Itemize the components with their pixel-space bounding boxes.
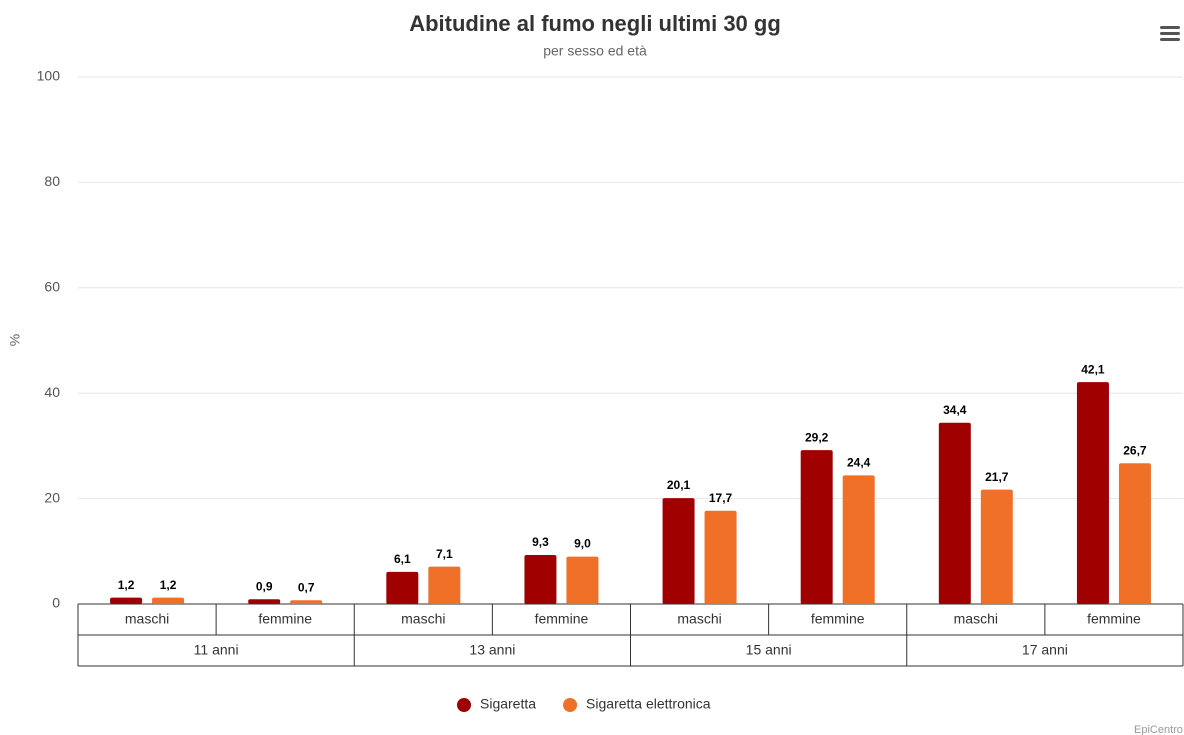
- value-label: 21,7: [985, 470, 1009, 484]
- bar: [1118, 463, 1151, 604]
- x-tick-label: maschi: [677, 611, 721, 627]
- chart-title: Abitudine al fumo negli ultimi 30 gg: [409, 11, 781, 36]
- legend-label: Sigaretta elettronica: [586, 696, 711, 712]
- value-label: 24,4: [847, 456, 871, 470]
- x-group-label: 13 anni: [469, 642, 515, 658]
- bar: [110, 597, 143, 604]
- x-tick-label: femmine: [258, 611, 312, 627]
- value-label: 0,9: [256, 579, 273, 593]
- value-label: 6,1: [394, 552, 411, 566]
- y-tick-label: 100: [37, 68, 61, 84]
- value-label: 20,1: [667, 478, 691, 492]
- menu-icon-bar: [1160, 38, 1180, 41]
- y-tick-label: 80: [44, 173, 60, 189]
- legend-marker: [563, 698, 578, 712]
- menu-icon-bar: [1160, 32, 1180, 35]
- credits: EpiCentro: [1134, 724, 1183, 735]
- bar: [1076, 382, 1109, 604]
- bar: [566, 556, 599, 604]
- x-tick-label: femmine: [1087, 611, 1141, 627]
- x-tick-label: maschi: [401, 611, 445, 627]
- value-label: 17,7: [709, 491, 733, 505]
- value-label: 0,7: [298, 580, 315, 594]
- value-label: 42,1: [1081, 362, 1105, 376]
- menu-icon-bar: [1160, 26, 1180, 29]
- bar: [704, 510, 737, 604]
- chart-subtitle: per sesso ed età: [543, 43, 647, 59]
- bar: [980, 489, 1013, 604]
- legend-marker: [457, 698, 471, 712]
- x-tick-label: maschi: [954, 611, 998, 627]
- menu-button[interactable]: [1158, 24, 1182, 44]
- x-tick-label: femmine: [811, 611, 865, 627]
- bar: [428, 566, 461, 604]
- value-label: 34,4: [943, 403, 967, 417]
- bar: [248, 599, 281, 604]
- bar: [662, 498, 695, 604]
- bar: [290, 600, 323, 604]
- bar: [386, 571, 419, 604]
- value-label: 1,2: [118, 578, 135, 592]
- bar: [938, 422, 971, 604]
- value-label: 26,7: [1123, 443, 1147, 457]
- x-tick-label: maschi: [125, 611, 169, 627]
- y-tick-label: 0: [52, 595, 60, 611]
- y-axis-label: %: [7, 334, 23, 346]
- bar: [524, 554, 557, 604]
- value-label: 9,3: [532, 535, 549, 549]
- value-label: 1,2: [160, 578, 177, 592]
- value-label: 7,1: [436, 547, 453, 561]
- x-tick-label: femmine: [535, 611, 589, 627]
- y-tick-label: 60: [44, 279, 60, 295]
- x-group-label: 15 anni: [746, 642, 792, 658]
- x-group-label: 17 anni: [1022, 642, 1068, 658]
- bar: [800, 450, 833, 604]
- bar: [152, 597, 185, 604]
- x-group-label: 11 anni: [194, 642, 239, 658]
- legend-label: Sigaretta: [480, 696, 536, 712]
- bar: [842, 475, 875, 604]
- y-tick-label: 20: [44, 489, 60, 505]
- y-tick-label: 40: [44, 384, 60, 400]
- value-label: 29,2: [805, 430, 829, 444]
- value-label: 9,0: [574, 537, 591, 551]
